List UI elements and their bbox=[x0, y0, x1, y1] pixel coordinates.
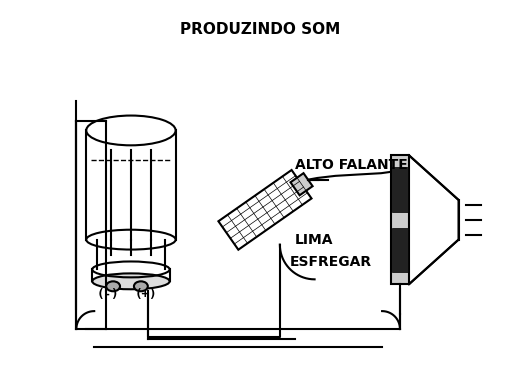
Ellipse shape bbox=[92, 273, 170, 289]
Text: LIMA: LIMA bbox=[295, 233, 333, 247]
Text: PRODUZINDO SOM: PRODUZINDO SOM bbox=[180, 22, 340, 37]
Text: (-): (-) bbox=[97, 288, 120, 301]
FancyBboxPatch shape bbox=[391, 155, 409, 284]
Text: (+): (+) bbox=[135, 288, 157, 301]
Text: ALTO FALANTE: ALTO FALANTE bbox=[295, 158, 408, 172]
Polygon shape bbox=[291, 173, 313, 195]
Bar bbox=[392, 228, 408, 272]
Ellipse shape bbox=[106, 281, 120, 291]
Text: ESFREGAR: ESFREGAR bbox=[290, 255, 372, 269]
Bar bbox=[392, 167, 408, 212]
Ellipse shape bbox=[134, 281, 148, 291]
